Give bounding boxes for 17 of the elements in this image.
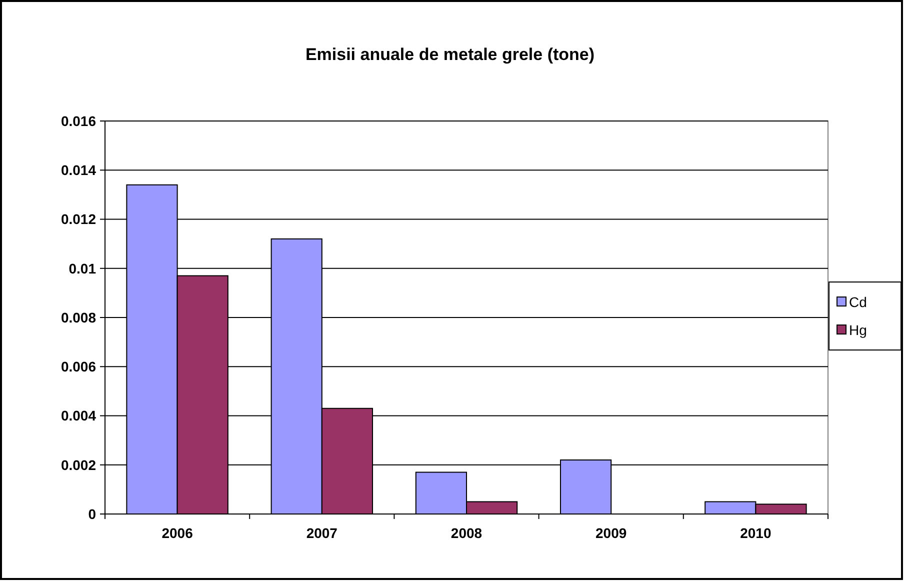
chart-title: Emisii anuale de metale grele (tone) bbox=[305, 45, 595, 64]
x-tick-label: 2007 bbox=[306, 525, 338, 541]
y-tick-label: 0.004 bbox=[60, 408, 96, 424]
y-tick-label: 0 bbox=[88, 506, 96, 522]
y-tick-label: 0.008 bbox=[60, 309, 96, 326]
y-tick-label: 0.016 bbox=[60, 112, 96, 129]
y-tick-label: 0.014 bbox=[60, 162, 96, 178]
legend-label: Cd bbox=[849, 294, 867, 310]
x-tick-label: 2008 bbox=[450, 525, 482, 541]
y-tick-label: 0.002 bbox=[60, 456, 96, 473]
legend-label: Hg bbox=[849, 322, 867, 338]
x-tick-label: 2006 bbox=[162, 525, 194, 541]
y-tick-label: 0.006 bbox=[60, 358, 96, 375]
y-tick-label: 0.012 bbox=[60, 211, 96, 228]
x-tick-label: 2010 bbox=[740, 525, 772, 541]
x-tick-label: 2009 bbox=[596, 525, 627, 541]
y-tick-label: 0.01 bbox=[68, 260, 96, 276]
